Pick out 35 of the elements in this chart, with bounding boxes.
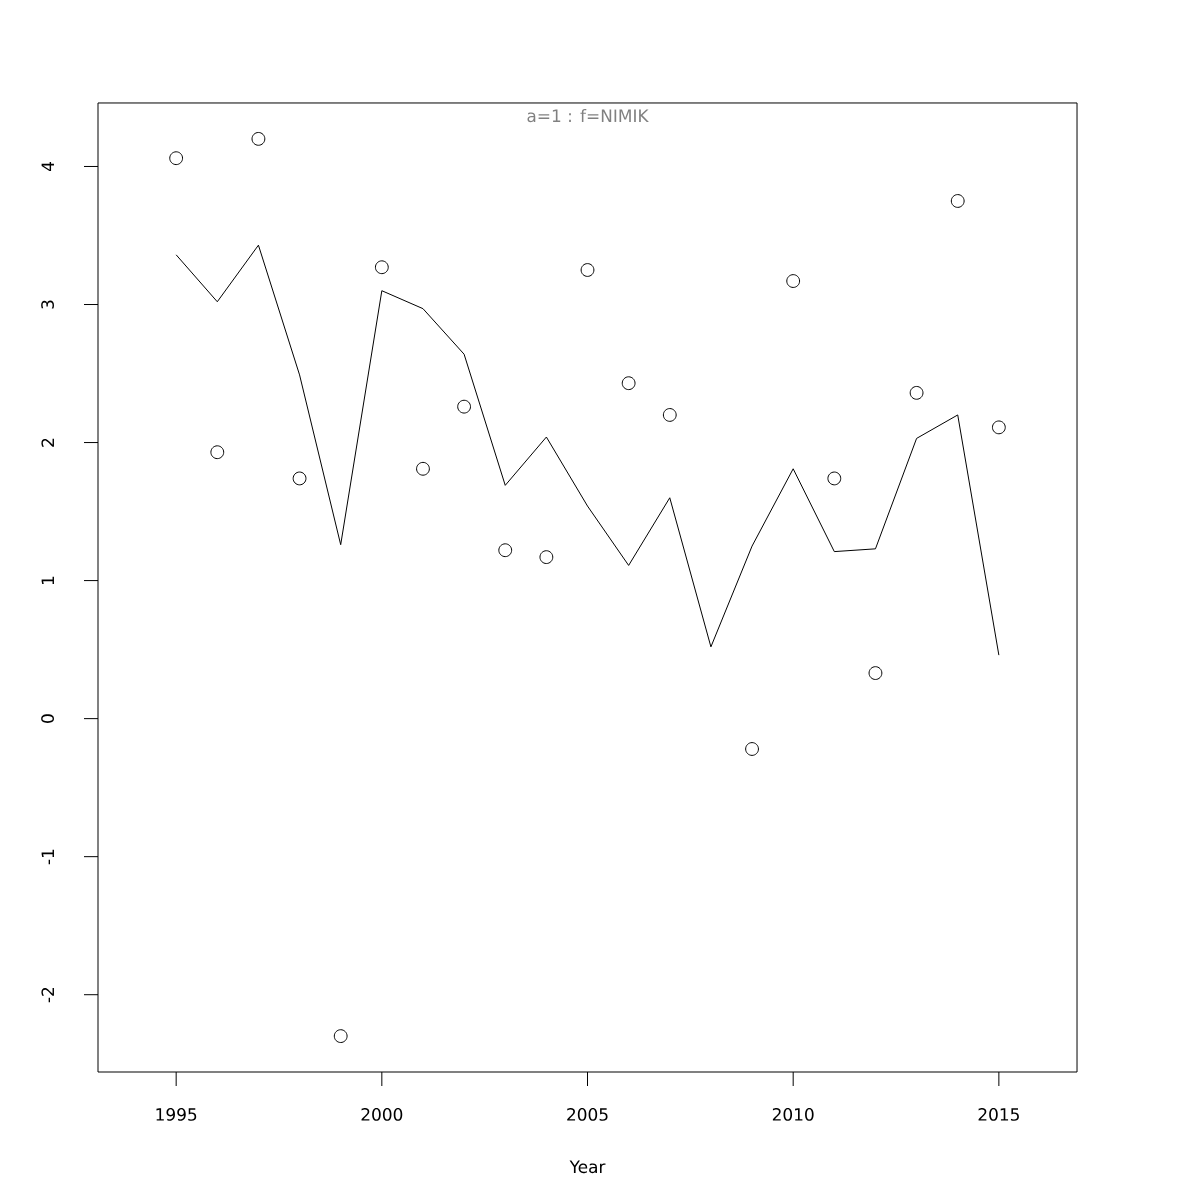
y-tick-label: 3 xyxy=(41,300,54,309)
point xyxy=(333,1029,348,1044)
x-tick-label: 2015 xyxy=(978,1108,1019,1121)
y-tick-label: -2 xyxy=(41,987,54,1003)
y-tick-label: 0 xyxy=(41,714,54,723)
point xyxy=(827,471,842,486)
point xyxy=(950,194,965,208)
point xyxy=(868,666,883,680)
x-tick-label: 2000 xyxy=(361,1108,403,1121)
point xyxy=(745,742,759,756)
point xyxy=(498,543,513,558)
point xyxy=(251,131,266,146)
point xyxy=(621,376,636,391)
point xyxy=(909,385,924,400)
x-axis-title: Year xyxy=(569,1160,606,1174)
y-tick-label: 2 xyxy=(41,438,54,447)
point xyxy=(991,420,1006,435)
point xyxy=(416,461,430,476)
point xyxy=(786,274,801,288)
y-tick-label: 4 xyxy=(41,162,54,172)
point xyxy=(457,399,471,414)
y-tick-label: 1 xyxy=(41,576,54,585)
x-tick-label: 1995 xyxy=(156,1108,197,1121)
y-tick-label: -1 xyxy=(41,849,54,865)
point xyxy=(374,260,389,275)
point xyxy=(169,151,184,166)
point xyxy=(662,408,677,422)
chart-title: a=1 : f=NIMIK xyxy=(527,109,649,123)
point xyxy=(539,550,554,565)
point xyxy=(580,263,595,277)
x-tick-label: 2010 xyxy=(772,1108,814,1121)
point xyxy=(210,445,225,460)
point xyxy=(292,471,307,486)
line-series xyxy=(175,244,1000,656)
x-tick-label: 2005 xyxy=(567,1108,608,1121)
